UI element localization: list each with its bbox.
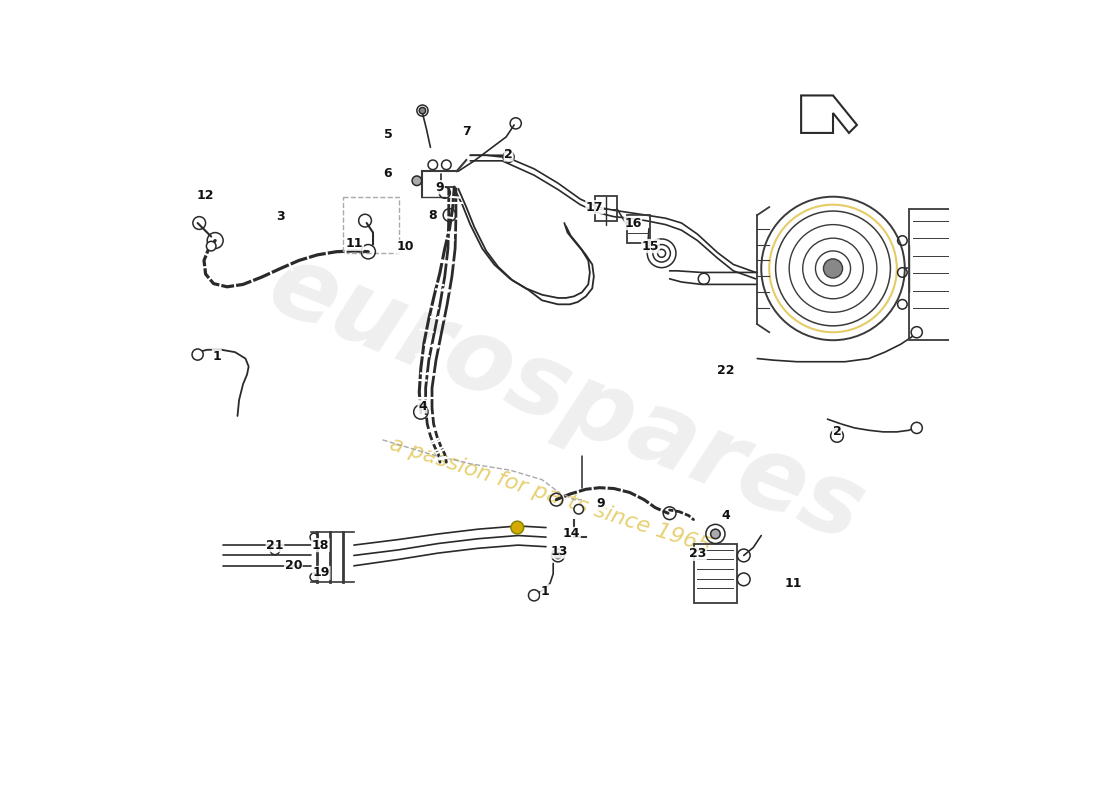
Circle shape — [911, 422, 922, 434]
Bar — [693, 543, 737, 603]
Text: 5: 5 — [384, 128, 393, 141]
Circle shape — [510, 521, 524, 534]
Circle shape — [271, 545, 279, 554]
Circle shape — [207, 242, 216, 251]
Text: 17: 17 — [586, 201, 604, 214]
Text: 19: 19 — [312, 566, 330, 579]
Text: 21: 21 — [266, 538, 284, 551]
Text: 4: 4 — [418, 400, 427, 413]
Text: 9: 9 — [596, 497, 605, 510]
Circle shape — [824, 259, 843, 278]
Circle shape — [830, 430, 844, 442]
Text: 1: 1 — [541, 585, 550, 598]
Text: 7: 7 — [462, 125, 471, 138]
Circle shape — [911, 326, 922, 338]
Text: 14: 14 — [563, 527, 581, 541]
Text: 8: 8 — [429, 209, 437, 222]
Text: 12: 12 — [197, 189, 215, 202]
Text: 20: 20 — [285, 559, 303, 572]
Text: a passion for parts since 1965: a passion for parts since 1965 — [387, 434, 713, 557]
Text: 22: 22 — [716, 364, 734, 377]
Text: 3: 3 — [276, 210, 285, 223]
Circle shape — [192, 349, 204, 360]
Circle shape — [528, 590, 540, 601]
Text: 6: 6 — [383, 167, 392, 180]
Text: 4: 4 — [720, 509, 729, 522]
Text: 11: 11 — [784, 577, 802, 590]
Text: 23: 23 — [689, 547, 706, 560]
Text: 18: 18 — [311, 538, 329, 551]
Circle shape — [412, 176, 421, 186]
Bar — [909, 209, 960, 340]
Text: 13: 13 — [551, 545, 569, 558]
Text: eurospares: eurospares — [254, 237, 878, 563]
Bar — [627, 215, 650, 243]
Text: 16: 16 — [624, 217, 641, 230]
Circle shape — [554, 552, 561, 558]
Circle shape — [574, 505, 583, 514]
Text: 9: 9 — [436, 181, 444, 194]
Circle shape — [711, 529, 720, 538]
Text: 2: 2 — [504, 148, 513, 161]
Text: 1: 1 — [212, 350, 221, 362]
Text: 2: 2 — [833, 426, 842, 438]
Bar — [595, 196, 617, 222]
Text: 11: 11 — [345, 238, 363, 250]
Circle shape — [419, 107, 426, 114]
Text: 15: 15 — [641, 240, 659, 253]
Text: 10: 10 — [397, 241, 415, 254]
